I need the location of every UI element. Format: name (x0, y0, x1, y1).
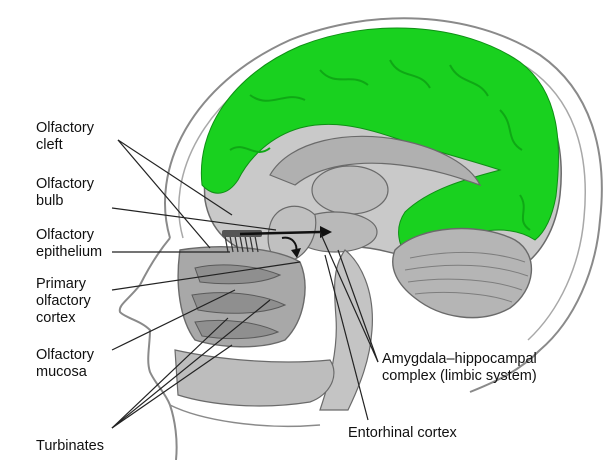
arrow-head-right (320, 226, 332, 238)
cerebellum (392, 227, 532, 319)
label-olfactory-cleft-line-1: Olfactory (36, 120, 95, 136)
corpus-callosum (269, 135, 482, 187)
label-olfactory-cleft: Olfactory cleft (36, 120, 94, 154)
label-amygdala-line-2: complex (limbic system) (382, 368, 537, 384)
label-olfactory-epithelium-line-2: epithelium (36, 244, 103, 260)
leader-lines (111, 139, 379, 429)
label-olfactory-bulb: Olfactory bulb (36, 176, 94, 210)
label-olfactory-epithelium-line-1: Olfactory (36, 227, 95, 243)
label-amygdala-line-1: Amygdala–hippocampal (382, 351, 537, 367)
label-primary-olfactory-cortex-line-1: Primary (36, 276, 86, 292)
label-olfactory-bulb-line-1: Olfactory (36, 176, 95, 192)
label-olfactory-mucosa: Olfactory mucosa (36, 347, 94, 381)
palate (174, 349, 335, 407)
thalamus (311, 165, 389, 215)
label-primary-olfactory-cortex: Primary olfactory cortex (36, 276, 91, 327)
label-turbinates-line-1: Turbinates (36, 438, 104, 454)
temporal-lobe (267, 205, 317, 263)
label-primary-olfactory-cortex-line-2: olfactory (36, 293, 91, 309)
label-amygdala-hippocampal-complex: Amygdala–hippocampal complex (limbic sys… (382, 351, 537, 385)
label-primary-olfactory-cortex-line-3: cortex (36, 310, 76, 326)
label-olfactory-cleft-line-2: cleft (36, 137, 63, 153)
olfactory-pathway-arrow (239, 230, 321, 236)
jaw-outline (169, 404, 321, 428)
label-entorhinal-cortex: Entorhinal cortex (348, 425, 457, 442)
label-olfactory-bulb-line-2: bulb (36, 193, 64, 209)
label-olfactory-mucosa-line-2: mucosa (36, 364, 87, 380)
turbinate-shapes (191, 264, 287, 340)
label-olfactory-epithelium: Olfactory epithelium (36, 227, 102, 261)
cerebellum-folia (404, 251, 529, 303)
label-olfactory-mucosa-line-1: Olfactory (36, 347, 95, 363)
label-entorhinal-cortex-line-1: Entorhinal cortex (348, 425, 457, 441)
label-turbinates: Turbinates (36, 438, 104, 455)
olfactory-epithelium-hatch (224, 235, 259, 253)
face-profile (118, 237, 178, 460)
gyri-lines (229, 59, 531, 231)
arrow-head-down (291, 248, 301, 258)
skull-outline (164, 17, 603, 393)
